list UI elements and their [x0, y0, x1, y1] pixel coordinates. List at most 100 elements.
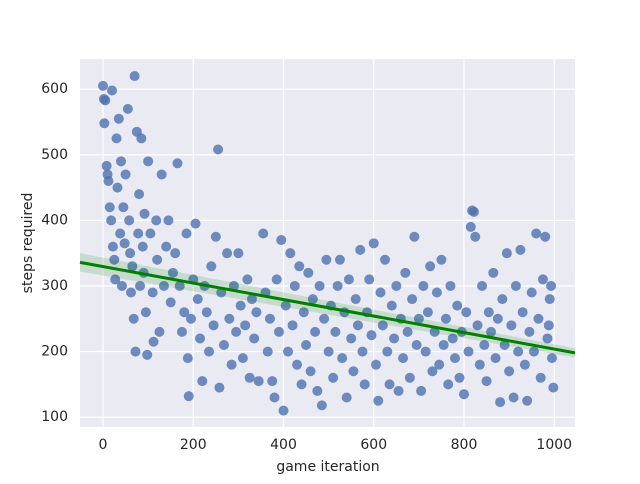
- scatter-point: [296, 379, 307, 390]
- scatter-point: [321, 254, 332, 265]
- scatter-point: [172, 158, 183, 169]
- scatter-point: [161, 241, 172, 252]
- scatter-point: [116, 156, 127, 167]
- scatter-point: [537, 274, 548, 285]
- scatter-point: [151, 215, 162, 226]
- scatter-point: [107, 85, 118, 96]
- scatter-point: [407, 294, 418, 305]
- scatter-point: [298, 307, 309, 318]
- scatter-point: [474, 359, 485, 370]
- scatter-point: [107, 241, 118, 252]
- scatter-point: [384, 379, 395, 390]
- scatter-point: [319, 313, 330, 324]
- scatter-point: [368, 238, 379, 249]
- scatter-point: [533, 313, 544, 324]
- scatter-point: [427, 366, 438, 377]
- scatter-point: [99, 118, 110, 129]
- scatter-point: [409, 231, 420, 242]
- y-tick-label: 200: [41, 344, 68, 360]
- scatter-point: [492, 313, 503, 324]
- scatter-point: [106, 215, 117, 226]
- scatter-point: [233, 248, 244, 259]
- scatter-point: [465, 221, 476, 232]
- scatter-point: [452, 300, 463, 311]
- scatter-point: [303, 267, 314, 278]
- scatter-point: [468, 206, 479, 217]
- scatter-point: [352, 320, 363, 331]
- scatter-point: [111, 133, 122, 144]
- scatter-point: [542, 333, 553, 344]
- scatter-point: [130, 346, 141, 357]
- scatter-point: [120, 169, 131, 180]
- scatter-point: [271, 274, 282, 285]
- scatter-point: [208, 320, 219, 331]
- scatter-point: [292, 359, 303, 370]
- scatter-point: [134, 189, 145, 200]
- scatter-point: [244, 372, 255, 383]
- scatter-point: [140, 307, 151, 318]
- scatter-point: [371, 359, 382, 370]
- scatter-point: [531, 228, 542, 239]
- scatter-point: [100, 95, 111, 106]
- scatter-point: [128, 313, 139, 324]
- scatter-point: [278, 405, 289, 416]
- scatter-point: [264, 313, 275, 324]
- y-axis-label: steps required: [20, 193, 36, 294]
- scatter-point: [375, 287, 386, 298]
- scatter-point: [192, 294, 203, 305]
- scatter-point: [210, 231, 221, 242]
- scatter-point: [526, 287, 537, 298]
- scatter-point: [186, 313, 197, 324]
- scatter-point: [135, 280, 146, 291]
- scatter-point: [119, 238, 130, 249]
- scatter-point: [136, 133, 147, 144]
- x-tick-label: 800: [451, 437, 478, 453]
- scatter-point: [343, 274, 354, 285]
- scatter-point: [391, 280, 402, 291]
- scatter-point: [323, 346, 334, 357]
- scatter-point: [548, 382, 559, 393]
- plot-background: [80, 59, 575, 427]
- scatter-point: [535, 372, 546, 383]
- scatter-point: [519, 359, 530, 370]
- scatter-point: [314, 280, 325, 291]
- scatter-point: [280, 300, 291, 311]
- scatter-point: [499, 340, 510, 351]
- scatter-point: [316, 400, 327, 411]
- scatter-point: [510, 280, 521, 291]
- scatter-point: [373, 395, 384, 406]
- scatter-point: [504, 366, 515, 377]
- scatter-point: [129, 71, 140, 82]
- scatter-point: [380, 254, 391, 265]
- scatter-point: [477, 280, 488, 291]
- scatter-point: [228, 280, 239, 291]
- scatter-point: [104, 202, 115, 213]
- scatter-point: [398, 353, 409, 364]
- scatter-point: [540, 231, 551, 242]
- scatter-point: [176, 326, 187, 337]
- scatter-point: [508, 392, 519, 403]
- scatter-point: [386, 300, 397, 311]
- scatter-point: [195, 333, 206, 344]
- scatter-point: [152, 254, 163, 265]
- scatter-point: [139, 208, 150, 219]
- scatter-point: [472, 320, 483, 331]
- scatter-point: [447, 333, 458, 344]
- scatter-point: [307, 294, 318, 305]
- scatter-point: [310, 326, 321, 337]
- scatter-point: [237, 353, 248, 364]
- y-tick-label: 300: [41, 278, 68, 294]
- scatter-point: [214, 382, 225, 393]
- scatter-point: [528, 346, 539, 357]
- scatter-point: [425, 261, 436, 272]
- scatter-point: [483, 307, 494, 318]
- scatter-point: [470, 231, 481, 242]
- scatter-point: [287, 320, 298, 331]
- scatter-point: [165, 297, 176, 308]
- scatter-point: [495, 397, 506, 408]
- scatter-point: [231, 326, 242, 337]
- scatter-point: [174, 280, 185, 291]
- scatter-point: [242, 274, 253, 285]
- scatter-point: [382, 346, 393, 357]
- scatter-point: [479, 340, 490, 351]
